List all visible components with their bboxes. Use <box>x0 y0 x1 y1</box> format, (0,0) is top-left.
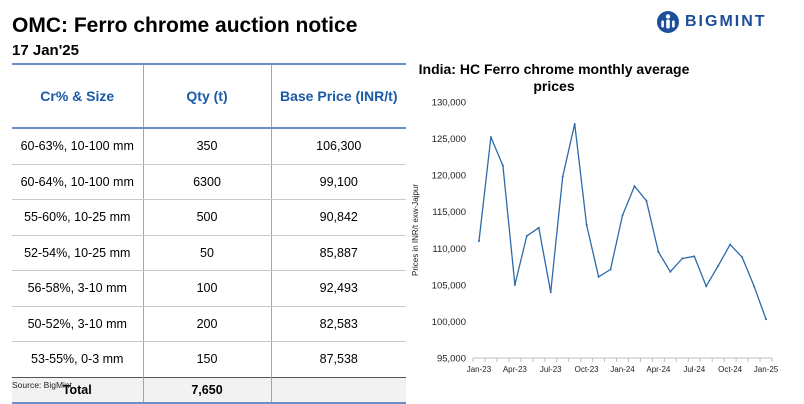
size-cell: 60-64%, 10-100 mm <box>12 164 143 200</box>
data-point <box>633 185 636 188</box>
price-cell: 85,887 <box>270 235 406 271</box>
price-cell: 82,583 <box>270 306 406 342</box>
chart-title-line-1: India: HC Ferro chrome monthly average <box>418 61 690 77</box>
x-tick-label: Jan-25 <box>754 365 779 374</box>
price-cell: 106,300 <box>270 128 406 165</box>
table-row: 52-54%, 10-25 mm 50 85,887 <box>12 235 406 271</box>
size-cell: 52-54%, 10-25 mm <box>12 235 143 271</box>
table-row: 50-52%, 3-10 mm 200 82,583 <box>12 306 406 342</box>
x-tick-label: Jul-23 <box>540 365 562 374</box>
data-point <box>705 285 708 288</box>
data-point <box>681 257 684 260</box>
table-row: 55-60%, 10-25 mm 500 90,842 <box>12 199 406 236</box>
qty-cell: 200 <box>142 306 271 342</box>
data-point <box>549 291 552 294</box>
data-point <box>609 268 612 271</box>
data-point <box>513 283 516 286</box>
data-point <box>561 175 564 178</box>
brand-name: BIGMINT <box>685 13 767 30</box>
data-point <box>597 275 600 278</box>
total-qty: 7,650 <box>142 376 271 404</box>
x-tick-label: Jan-23 <box>467 365 492 374</box>
qty-cell: 6300 <box>142 164 271 200</box>
data-point <box>669 270 672 273</box>
y-tick-label: 125,000 <box>432 134 466 145</box>
x-tick-label: Jul-24 <box>683 365 705 374</box>
price-cell: 99,100 <box>270 164 406 200</box>
price-cell: 92,493 <box>270 270 406 307</box>
qty-cell: 350 <box>142 128 271 165</box>
page-title: OMC: Ferro chrome auction notice <box>12 14 358 37</box>
y-tick-label: 120,000 <box>432 171 466 182</box>
data-point <box>753 285 756 288</box>
total-price <box>270 376 406 404</box>
bigmint-logo: BIGMINT <box>656 10 767 34</box>
data-point <box>657 250 660 253</box>
price-line-chart: 95,000 100,000 105,000 110,000 115,000 120,00… <box>411 98 779 375</box>
data-point <box>501 164 504 167</box>
source-note: Source: BigMint <box>12 380 72 390</box>
x-tick-label: Jan-24 <box>610 365 635 374</box>
bigmint-logo-icon <box>657 11 679 33</box>
qty-cell: 50 <box>142 235 271 271</box>
column-header-size: Cr% & Size <box>12 63 143 129</box>
table-header-row: Cr% & Size Qty (t) Base Price (INR/t) <box>12 63 406 129</box>
size-cell: 56-58%, 3-10 mm <box>12 270 143 307</box>
table-row: 56-58%, 3-10 mm 100 92,493 <box>12 270 406 307</box>
data-point <box>765 318 768 321</box>
data-point <box>525 234 528 237</box>
table-row: 60-63%, 10-100 mm 350 106,300 <box>12 128 406 165</box>
qty-cell: 150 <box>142 341 271 377</box>
data-point <box>489 136 492 139</box>
auction-table: Cr% & Size Qty (t) Base Price (INR/t) 60… <box>12 63 406 404</box>
qty-cell: 100 <box>142 270 271 307</box>
y-tick-label: 130,000 <box>432 98 466 109</box>
data-point <box>537 226 540 229</box>
data-point <box>717 264 720 267</box>
chart-title: India: HC Ferro chrome monthly average p… <box>404 61 704 95</box>
size-cell: 53-55%, 0-3 mm <box>31 352 124 367</box>
price-cell: 90,842 <box>270 199 406 236</box>
series-line <box>478 123 767 320</box>
data-point <box>693 255 696 258</box>
data-point <box>729 243 732 246</box>
table-row: 53-55%, 0-3 mm 150 87,538 <box>12 341 406 377</box>
y-axis-label: Prices in INR/t exw-Jajpur <box>411 184 420 276</box>
data-point <box>741 256 744 259</box>
y-tick-label: 95,000 <box>437 354 466 365</box>
data-point <box>621 214 624 217</box>
y-tick-label: 115,000 <box>432 207 466 218</box>
notice-date: 17 Jan'25 <box>12 42 79 59</box>
qty-cell: 500 <box>142 199 271 236</box>
x-tick-label: Apr-23 <box>503 365 528 374</box>
size-cell: 50-52%, 3-10 mm <box>12 306 143 342</box>
price-cell: 87,538 <box>270 341 406 377</box>
data-point <box>585 223 588 226</box>
x-tick-label: Apr-24 <box>646 365 671 374</box>
column-header-price: Base Price (INR/t) <box>270 63 406 129</box>
y-tick-label: 105,000 <box>432 280 466 291</box>
data-point <box>645 199 648 202</box>
x-tick-label: Oct-23 <box>575 365 600 374</box>
table-row: 60-64%, 10-100 mm 6300 99,100 <box>12 164 406 200</box>
data-point <box>477 239 480 242</box>
y-tick-label: 110,000 <box>432 244 466 255</box>
x-tick-label: Oct-24 <box>718 365 743 374</box>
column-header-qty: Qty (t) <box>142 63 271 129</box>
size-cell: 55-60%, 10-25 mm <box>12 199 143 236</box>
y-tick-label: 100,000 <box>432 317 466 328</box>
size-cell: 60-63%, 10-100 mm <box>12 128 143 165</box>
chart-title-line-2: prices <box>533 78 575 94</box>
data-point <box>573 122 576 125</box>
